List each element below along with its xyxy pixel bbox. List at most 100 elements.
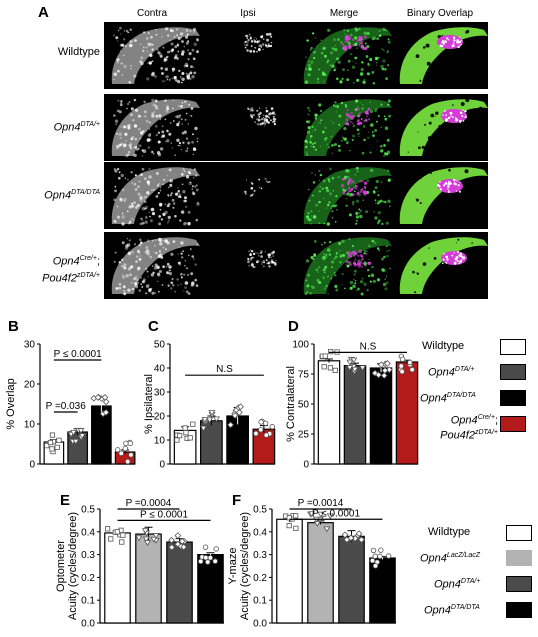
data-point: [399, 356, 406, 362]
y-tick-label: 75: [298, 370, 310, 381]
data-point: [343, 536, 351, 544]
data-point: [168, 536, 175, 544]
micrograph-image: [303, 166, 392, 226]
data-point: [369, 557, 376, 564]
data-point: [115, 447, 121, 453]
data-point: [190, 421, 196, 427]
significance-label: P =0.036: [46, 401, 87, 412]
column-header-merge: Merge: [329, 8, 359, 19]
data-point: [235, 409, 243, 416]
data-point: [385, 553, 392, 559]
micrograph-1-2: [200, 22, 296, 89]
data-point: [198, 558, 204, 565]
panel-letter-a: A: [38, 4, 49, 21]
data-point: [144, 540, 152, 546]
significance-label: P =0.0004: [126, 498, 172, 509]
micrograph-4-1: [104, 232, 200, 299]
data-point: [114, 529, 120, 535]
data-point: [202, 544, 209, 550]
micrograph-1-3: [296, 22, 392, 89]
bar-3: [369, 367, 393, 465]
legend-swatch-opn4-lacz: [506, 550, 532, 566]
y-tick-label: 0: [159, 460, 165, 471]
data-point: [49, 446, 55, 452]
micrograph-2-3: [296, 94, 392, 161]
data-point: [212, 416, 220, 423]
column-header-contra: Contra: [136, 8, 167, 19]
data-point: [327, 365, 334, 371]
y-axis-label: Y-maze: [227, 548, 239, 585]
data-point: [326, 513, 334, 520]
y-axis-label: Optometer: [55, 540, 67, 592]
micrograph-image: [399, 167, 488, 224]
significance-label: P ≤ 0.0001: [140, 509, 189, 520]
legend-swatch-opn4-dta-het-2: [506, 576, 532, 592]
bar-2: [307, 522, 334, 624]
data-point: [94, 394, 102, 401]
significance-label: N.S: [216, 364, 233, 375]
data-point: [286, 515, 292, 521]
bar-4: [395, 361, 419, 465]
data-point: [174, 532, 182, 539]
data-point: [101, 394, 109, 401]
micrograph-image: [111, 26, 200, 84]
data-point: [183, 430, 189, 436]
data-point: [372, 563, 379, 569]
data-point: [328, 349, 334, 355]
micrograph-1-1: [104, 22, 200, 89]
data-point: [127, 440, 133, 447]
y-tick-label: 30: [154, 388, 166, 399]
y-tick-label: 0.0: [81, 619, 95, 630]
data-point: [253, 430, 259, 437]
significance-label: P =0.0014: [298, 498, 344, 509]
legend-swatch-opn4-dta-hom: [500, 390, 526, 406]
legend-genotypes-bottom: Wildtype Opn4LacZ/LacZ Opn4DTA/+ Opn4DTA…: [420, 522, 538, 622]
legend-label-opn4-dta-het: Opn4DTA/+: [428, 366, 475, 379]
panel-letter-e: E: [60, 492, 71, 509]
y-tick-label: 0.2: [253, 573, 267, 584]
micrograph-image: [247, 249, 277, 269]
legend-swatch-opn4-dta-het: [500, 364, 526, 380]
column-header-ipsi: Ipsi: [240, 8, 256, 19]
data-point: [125, 458, 131, 465]
row-label-opn4-dta-het: Opn4DTA/+: [53, 121, 100, 134]
data-point: [49, 432, 56, 438]
legend-label-opn4-cre-pou4f2: Opn4Cre/+; Pou4f2zDTA/+: [440, 414, 498, 442]
bar-1: [104, 532, 131, 624]
data-point: [384, 360, 391, 367]
micrograph-3-2: [200, 162, 296, 229]
y-axis-label: Acuity (cycles/degree): [67, 512, 79, 620]
micrograph-image: [303, 237, 392, 296]
data-point: [180, 543, 188, 551]
data-point: [174, 437, 180, 443]
y-tick-label: 0: [303, 460, 309, 471]
micrograph-3-4: [392, 162, 488, 229]
y-tick-label: 100: [292, 340, 309, 351]
data-point: [358, 536, 365, 544]
data-point: [77, 428, 85, 434]
data-point: [409, 366, 415, 373]
y-axis-label: % Overlap: [5, 378, 17, 429]
legend-swatch-wildtype-2: [506, 525, 532, 541]
y-tick-label: 50: [154, 340, 166, 351]
bar-3: [166, 541, 193, 624]
data-point: [141, 528, 149, 534]
data-point: [122, 445, 128, 452]
micrograph-1-4: [392, 22, 488, 89]
legend-swatch-opn4-cre-pou4f2: [500, 416, 526, 432]
data-point: [377, 361, 385, 369]
data-point: [102, 409, 110, 416]
data-point: [47, 439, 54, 446]
data-point: [341, 531, 349, 539]
y-tick-label: 0.1: [81, 596, 95, 607]
data-point: [187, 435, 193, 441]
y-tick-label: 0.4: [81, 527, 95, 538]
data-point: [321, 364, 327, 370]
y-tick-label: 0.5: [253, 505, 267, 516]
legend-label-opn4-dta-hom-2: Opn4DTA/DTA: [424, 604, 480, 617]
panel-letter-d: D: [288, 318, 299, 335]
data-point: [323, 526, 331, 533]
bar-1: [276, 518, 303, 624]
data-point: [263, 432, 270, 438]
y-tick-label: 10: [154, 436, 166, 447]
